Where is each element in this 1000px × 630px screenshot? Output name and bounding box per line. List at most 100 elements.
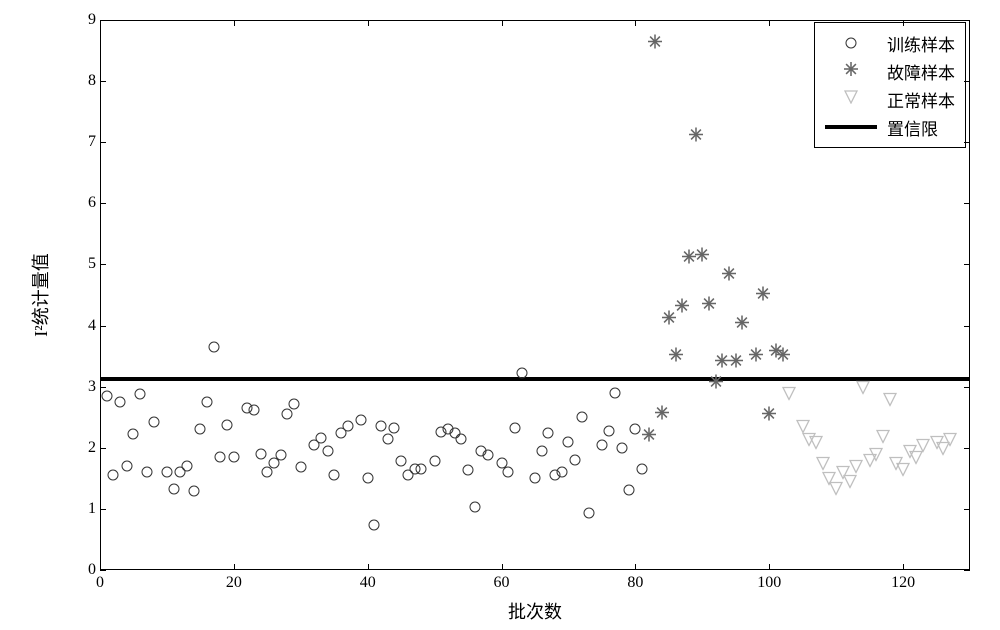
data-point xyxy=(943,432,957,451)
x-tick-label: 120 xyxy=(891,574,915,592)
data-point xyxy=(195,424,206,435)
y-tick-label: 3 xyxy=(76,378,96,396)
x-tick-label: 80 xyxy=(627,574,643,592)
y-tick-mark xyxy=(964,570,970,571)
legend-item: 置信限 xyxy=(825,113,955,141)
data-point xyxy=(289,399,300,410)
legend-label: 训练样本 xyxy=(887,31,955,56)
y-axis-label: I²统计量值 xyxy=(27,253,53,336)
data-point xyxy=(809,435,823,454)
y-tick-label: 0 xyxy=(76,561,96,579)
data-point xyxy=(536,445,547,456)
data-point xyxy=(509,423,520,434)
data-point xyxy=(188,485,199,496)
y-tick-label: 7 xyxy=(76,133,96,151)
y-tick-mark xyxy=(100,570,106,571)
data-point xyxy=(749,347,763,364)
data-point xyxy=(655,405,669,422)
y-tick-label: 8 xyxy=(76,72,96,90)
data-point xyxy=(543,427,554,438)
data-point xyxy=(617,442,628,453)
x-axis-label: 批次数 xyxy=(508,598,562,624)
x-tick-label: 0 xyxy=(96,574,104,592)
legend-label: 正常样本 xyxy=(887,87,955,112)
data-point xyxy=(735,315,749,332)
data-point xyxy=(248,404,259,415)
data-point xyxy=(228,451,239,462)
data-point xyxy=(275,450,286,461)
data-point xyxy=(342,421,353,432)
data-point xyxy=(108,470,119,481)
data-point xyxy=(722,267,736,284)
data-point xyxy=(883,392,897,411)
data-point xyxy=(389,422,400,433)
y-tick-label: 1 xyxy=(76,500,96,518)
data-point xyxy=(202,396,213,407)
data-point xyxy=(762,406,776,423)
data-point xyxy=(530,473,541,484)
legend-swatch xyxy=(825,32,877,54)
data-point xyxy=(576,412,587,423)
data-point xyxy=(709,375,723,392)
data-point xyxy=(623,484,634,495)
legend-label: 故障样本 xyxy=(887,59,955,84)
legend-item: 故障样本 xyxy=(825,57,955,85)
y-tick-mark xyxy=(964,203,970,204)
y-tick-mark xyxy=(964,264,970,265)
legend-item: 正常样本 xyxy=(825,85,955,113)
y-tick-mark xyxy=(100,264,106,265)
data-point xyxy=(121,461,132,472)
y-tick-mark xyxy=(964,387,970,388)
data-point xyxy=(429,456,440,467)
data-point xyxy=(101,390,112,401)
data-point xyxy=(869,447,883,466)
data-point xyxy=(128,428,139,439)
data-point xyxy=(215,451,226,462)
y-tick-label: 4 xyxy=(76,317,96,335)
data-point xyxy=(115,396,126,407)
data-point xyxy=(416,463,427,474)
y-tick-mark xyxy=(964,326,970,327)
x-tick-mark xyxy=(368,564,369,570)
data-point xyxy=(369,519,380,530)
data-point xyxy=(456,433,467,444)
data-point xyxy=(161,467,172,478)
data-point xyxy=(262,467,273,478)
data-point xyxy=(682,249,696,266)
y-tick-mark xyxy=(100,203,106,204)
y-tick-mark xyxy=(964,448,970,449)
x-tick-mark xyxy=(368,20,369,26)
data-point xyxy=(729,354,743,371)
data-point xyxy=(610,388,621,399)
data-point xyxy=(630,424,641,435)
legend-item: 训练样本 xyxy=(825,29,955,57)
y-tick-label: 2 xyxy=(76,439,96,457)
data-point xyxy=(208,341,219,352)
y-tick-mark xyxy=(100,81,106,82)
x-tick-label: 100 xyxy=(757,574,781,592)
x-tick-label: 20 xyxy=(226,574,242,592)
data-point xyxy=(329,470,340,481)
y-tick-mark xyxy=(100,387,106,388)
data-point xyxy=(570,455,581,466)
data-point xyxy=(583,508,594,519)
x-tick-mark xyxy=(234,564,235,570)
y-tick-mark xyxy=(964,142,970,143)
x-tick-mark xyxy=(769,564,770,570)
data-point xyxy=(702,297,716,314)
x-tick-mark xyxy=(234,20,235,26)
x-tick-mark xyxy=(903,564,904,570)
legend-swatch xyxy=(825,60,877,82)
data-point xyxy=(516,367,527,378)
x-tick-label: 40 xyxy=(360,574,376,592)
data-point xyxy=(315,433,326,444)
data-point xyxy=(603,425,614,436)
data-point xyxy=(637,464,648,475)
data-point xyxy=(135,389,146,400)
y-tick-mark xyxy=(100,509,106,510)
data-point xyxy=(662,311,676,328)
legend-label: 置信限 xyxy=(887,115,938,140)
data-point xyxy=(396,456,407,467)
legend-swatch xyxy=(825,88,877,110)
data-point xyxy=(856,380,870,399)
